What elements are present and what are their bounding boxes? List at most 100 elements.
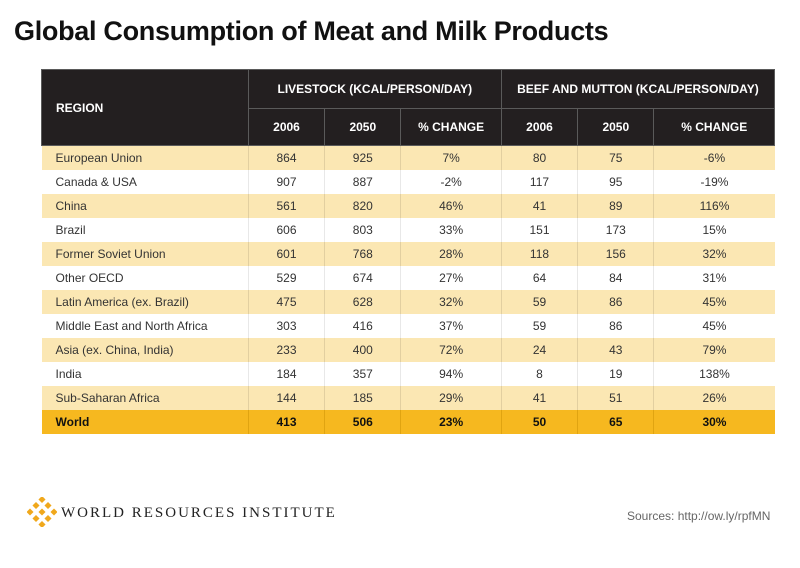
cell-livestock-2006: 184 bbox=[247, 362, 325, 386]
cell-beef-2006: 41 bbox=[500, 386, 578, 410]
cell-beef-2050: 156 bbox=[577, 242, 654, 266]
wri-logo-icon bbox=[27, 497, 57, 527]
col-header-beef-2050: 2050 bbox=[577, 108, 655, 146]
cell-beef-2050: 84 bbox=[577, 266, 654, 290]
total-cell-beef-change: 30% bbox=[653, 410, 775, 434]
total-cell-livestock-2050: 506 bbox=[324, 410, 401, 434]
cell-beef-change: 138% bbox=[653, 362, 775, 386]
total-cell-livestock-2006: 413 bbox=[247, 410, 325, 434]
cell-region: Other OECD bbox=[41, 266, 249, 290]
col-header-beef-change: % CHANGE bbox=[653, 108, 775, 146]
cell-region: Asia (ex. China, India) bbox=[41, 338, 249, 362]
table-row: Canada & USA 907 887 -2% 117 95 -19% bbox=[41, 170, 775, 194]
cell-livestock-2006: 601 bbox=[247, 242, 325, 266]
cell-beef-2050: 75 bbox=[577, 145, 654, 170]
cell-region: Former Soviet Union bbox=[41, 242, 249, 266]
cell-beef-change: 45% bbox=[653, 290, 775, 314]
col-header-livestock-2050: 2050 bbox=[324, 108, 402, 146]
cell-beef-2006: 59 bbox=[500, 290, 578, 314]
cell-livestock-2050: 357 bbox=[324, 362, 401, 386]
table-row: Other OECD 529 674 27% 64 84 31% bbox=[41, 266, 775, 290]
cell-livestock-2006: 606 bbox=[247, 218, 325, 242]
table-row: India 184 357 94% 8 19 138% bbox=[41, 362, 775, 386]
cell-beef-2006: 118 bbox=[500, 242, 578, 266]
col-header-beef-2006: 2006 bbox=[500, 108, 579, 146]
total-cell-beef-2006: 50 bbox=[500, 410, 578, 434]
cell-livestock-2006: 475 bbox=[247, 290, 325, 314]
cell-livestock-change: 27% bbox=[400, 266, 502, 290]
cell-livestock-2050: 628 bbox=[324, 290, 401, 314]
cell-beef-2050: 51 bbox=[577, 386, 654, 410]
col-header-livestock-2006: 2006 bbox=[247, 108, 326, 146]
cell-livestock-change: 7% bbox=[400, 145, 502, 170]
cell-livestock-2006: 233 bbox=[247, 338, 325, 362]
cell-beef-change: 45% bbox=[653, 314, 775, 338]
world-total-row: World 413 506 23% 50 65 30% bbox=[41, 410, 775, 434]
cell-beef-2006: 41 bbox=[500, 194, 578, 218]
col-header-livestock-change: % CHANGE bbox=[400, 108, 502, 146]
cell-livestock-change: 32% bbox=[400, 290, 502, 314]
cell-livestock-2050: 416 bbox=[324, 314, 401, 338]
cell-livestock-2006: 864 bbox=[247, 145, 325, 170]
cell-beef-2006: 80 bbox=[500, 145, 578, 170]
cell-livestock-2006: 144 bbox=[247, 386, 325, 410]
cell-livestock-change: 37% bbox=[400, 314, 502, 338]
cell-livestock-2050: 803 bbox=[324, 218, 401, 242]
cell-beef-2006: 117 bbox=[500, 170, 578, 194]
cell-region: Sub-Saharan Africa bbox=[41, 386, 249, 410]
region-header: REGION bbox=[41, 69, 249, 146]
cell-beef-2050: 173 bbox=[577, 218, 654, 242]
cell-beef-change: 79% bbox=[653, 338, 775, 362]
beef-mutton-group-header: BEEF AND MUTTON (KCAL/PERSON/DAY) bbox=[500, 69, 776, 109]
cell-region: Brazil bbox=[41, 218, 249, 242]
cell-beef-2050: 89 bbox=[577, 194, 654, 218]
page-title: Global Consumption of Meat and Milk Prod… bbox=[14, 16, 609, 46]
cell-beef-2006: 59 bbox=[500, 314, 578, 338]
livestock-group-header: LIVESTOCK (KCAL/PERSON/DAY) bbox=[247, 69, 502, 109]
cell-livestock-change: 46% bbox=[400, 194, 502, 218]
total-cell-livestock-change: 23% bbox=[400, 410, 502, 434]
cell-beef-change: 31% bbox=[653, 266, 775, 290]
cell-region: China bbox=[41, 194, 249, 218]
cell-livestock-change: 94% bbox=[400, 362, 502, 386]
consumption-table: REGION LIVESTOCK (KCAL/PERSON/DAY) BEEF … bbox=[41, 69, 776, 434]
cell-livestock-2050: 674 bbox=[324, 266, 401, 290]
cell-beef-2050: 95 bbox=[577, 170, 654, 194]
total-cell-region: World bbox=[41, 410, 249, 434]
table-row: Asia (ex. China, India) 233 400 72% 24 43 79% bbox=[41, 338, 775, 362]
cell-livestock-2050: 185 bbox=[324, 386, 401, 410]
cell-region: Canada & USA bbox=[41, 170, 249, 194]
cell-livestock-2006: 303 bbox=[247, 314, 325, 338]
cell-beef-change: -6% bbox=[653, 145, 775, 170]
cell-region: European Union bbox=[41, 145, 249, 170]
cell-livestock-2050: 400 bbox=[324, 338, 401, 362]
cell-beef-2050: 19 bbox=[577, 362, 654, 386]
cell-beef-change: 32% bbox=[653, 242, 775, 266]
cell-livestock-change: -2% bbox=[400, 170, 502, 194]
cell-beef-2006: 24 bbox=[500, 338, 578, 362]
table-row: China 561 820 46% 41 89 116% bbox=[41, 194, 775, 218]
cell-region: Latin America (ex. Brazil) bbox=[41, 290, 249, 314]
sources-note: Sources: http://ow.ly/rpfMN bbox=[627, 509, 771, 523]
cell-livestock-2006: 529 bbox=[247, 266, 325, 290]
table-row: Sub-Saharan Africa 144 185 29% 41 51 26% bbox=[41, 386, 775, 410]
cell-livestock-change: 29% bbox=[400, 386, 502, 410]
table-row: Middle East and North Africa 303 416 37% 59 8… bbox=[41, 314, 775, 338]
cell-livestock-2050: 768 bbox=[324, 242, 401, 266]
cell-livestock-2050: 820 bbox=[324, 194, 401, 218]
cell-beef-change: 26% bbox=[653, 386, 775, 410]
table-row: Former Soviet Union 601 768 28% 118 156 32% bbox=[41, 242, 775, 266]
cell-livestock-2050: 887 bbox=[324, 170, 401, 194]
cell-beef-2006: 8 bbox=[500, 362, 578, 386]
cell-livestock-2006: 907 bbox=[247, 170, 325, 194]
cell-beef-change: -19% bbox=[653, 170, 775, 194]
table-body: European Union 864 925 7% 80 75 -6% Canada & US… bbox=[41, 145, 775, 434]
cell-livestock-change: 33% bbox=[400, 218, 502, 242]
total-cell-beef-2050: 65 bbox=[577, 410, 654, 434]
cell-beef-2006: 64 bbox=[500, 266, 578, 290]
cell-livestock-2050: 925 bbox=[324, 145, 401, 170]
cell-beef-2006: 151 bbox=[500, 218, 578, 242]
cell-region: India bbox=[41, 362, 249, 386]
table-row: European Union 864 925 7% 80 75 -6% bbox=[41, 145, 775, 170]
cell-region: Middle East and North Africa bbox=[41, 314, 249, 338]
